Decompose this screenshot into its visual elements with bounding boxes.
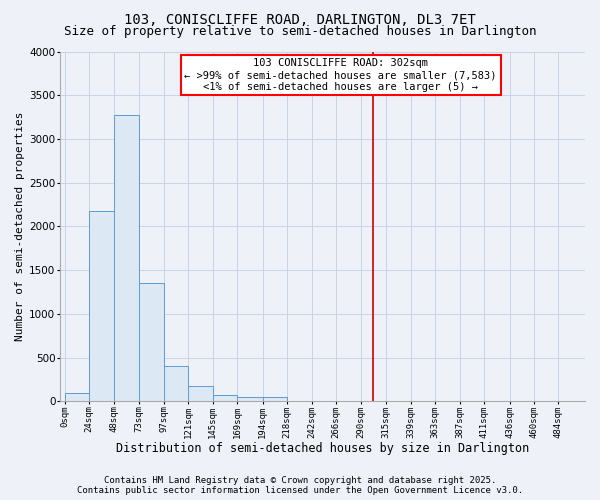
Bar [139,284,164,402]
Bar [212,395,237,402]
Bar [113,116,139,402]
Text: Contains HM Land Registry data © Crown copyright and database right 2025.
Contai: Contains HM Land Registry data © Crown c… [77,476,523,495]
Bar [164,366,188,402]
X-axis label: Distribution of semi-detached houses by size in Darlington: Distribution of semi-detached houses by … [116,442,529,455]
Bar [263,397,287,402]
Y-axis label: Number of semi-detached properties: Number of semi-detached properties [15,112,25,341]
Bar [65,392,89,402]
Text: 103, CONISCLIFFE ROAD, DARLINGTON, DL3 7ET: 103, CONISCLIFFE ROAD, DARLINGTON, DL3 7… [124,12,476,26]
Bar [89,211,115,402]
Text: 103 CONISCLIFFE ROAD: 302sqm
← >99% of semi-detached houses are smaller (7,583)
: 103 CONISCLIFFE ROAD: 302sqm ← >99% of s… [184,58,497,92]
Bar [188,386,212,402]
Bar [237,397,263,402]
Text: Size of property relative to semi-detached houses in Darlington: Size of property relative to semi-detach… [64,25,536,38]
